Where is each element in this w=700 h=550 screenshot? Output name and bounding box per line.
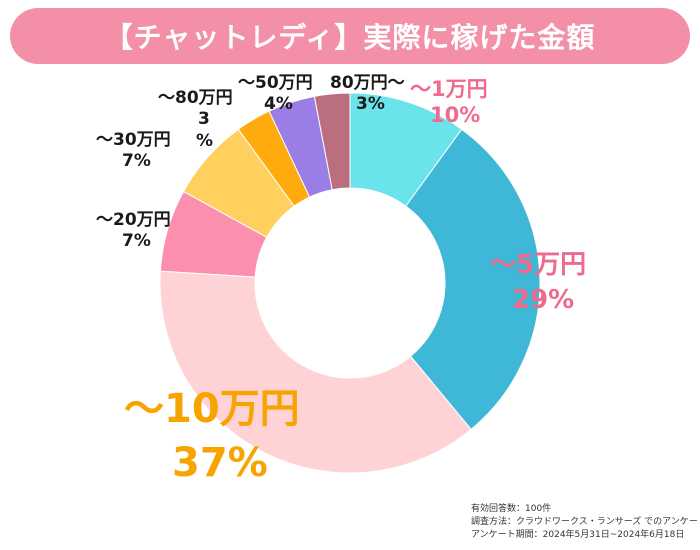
chart-title: 【チャットレディ】実際に稼げた金額 bbox=[104, 21, 596, 54]
label-80man-pct-a: 3 bbox=[198, 109, 210, 130]
survey-notes: 有効回答数：100件 調査方法：クラウドワークス・ランサーズ でのアンケート ア… bbox=[471, 503, 700, 542]
label-80man-over-pct: 3% bbox=[356, 94, 385, 115]
label-1man: ～1万円 10% bbox=[410, 76, 488, 129]
label-10man: ～10万円 37% bbox=[124, 382, 300, 490]
label-20man-pct: 7% bbox=[122, 231, 151, 252]
note-method: 調査方法：クラウドワークス・ランサーズ でのアンケート bbox=[471, 517, 700, 528]
label-10man-pct: 37% bbox=[172, 440, 268, 486]
label-50man-pct: 4% bbox=[264, 94, 293, 115]
label-80man-name: ～80万円 bbox=[158, 88, 233, 108]
slice-2 bbox=[159, 270, 472, 474]
label-50man: ～50万円 4% bbox=[238, 73, 313, 116]
label-80man-over-name: 80万円～ bbox=[330, 73, 405, 93]
label-80man-pct-b: % bbox=[196, 130, 214, 151]
label-5man-pct: 29% bbox=[512, 285, 575, 316]
note-respondents: 有効回答数：100件 bbox=[471, 504, 552, 514]
label-80man: ～80万円 3 % bbox=[158, 88, 233, 152]
label-1man-pct: 10% bbox=[430, 103, 481, 128]
title-banner: 【チャットレディ】実際に稼げた金額 bbox=[10, 8, 690, 64]
label-5man: ～5万円 29% bbox=[490, 248, 586, 318]
label-30man: ～30万円 7% bbox=[96, 130, 171, 173]
label-80man-over: 80万円～ 3% bbox=[330, 73, 405, 116]
note-period: アンケート期間：2024年5月31日~2024年6月18日 bbox=[471, 530, 685, 541]
label-5man-name: ～5万円 bbox=[490, 250, 587, 280]
label-10man-name: ～10万円 bbox=[124, 386, 300, 432]
slice-1 bbox=[405, 128, 541, 431]
label-30man-name: ～30万円 bbox=[96, 130, 171, 150]
label-30man-pct: 7% bbox=[122, 151, 151, 172]
slice-7 bbox=[313, 92, 351, 191]
label-50man-name: ～50万円 bbox=[238, 73, 313, 93]
label-1man-name: ～1万円 bbox=[410, 77, 488, 101]
label-20man-name: ～20万円 bbox=[96, 210, 171, 230]
label-20man: ～20万円 7% bbox=[96, 210, 171, 253]
